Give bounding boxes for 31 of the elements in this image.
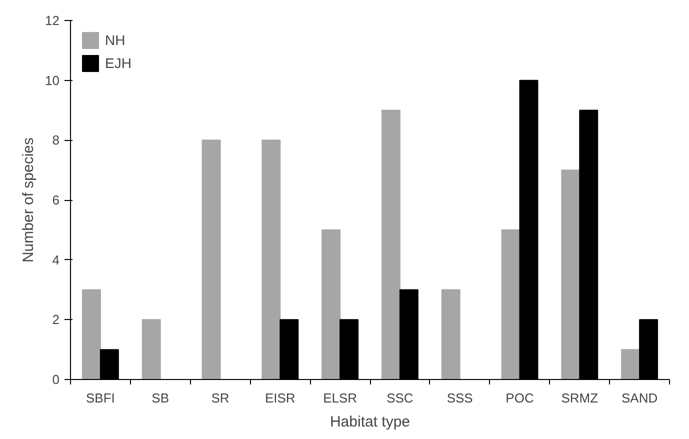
x-tick-label: SSC — [386, 390, 414, 406]
y-tick-label: 0 — [52, 372, 60, 387]
bar — [82, 289, 101, 380]
y-tick-label: 10 — [45, 72, 60, 88]
bar — [561, 170, 580, 380]
x-tick-label: EISR — [264, 390, 296, 406]
y-tick-label: 4 — [52, 252, 60, 268]
legend-label: NH — [105, 32, 126, 48]
y-axis-title: Number of species — [20, 137, 38, 263]
x-tick-label: SRMZ — [561, 390, 598, 406]
bar — [381, 110, 400, 380]
x-tick-label: SR — [211, 390, 230, 406]
bar — [441, 289, 460, 380]
x-tick-label: SSS — [446, 390, 474, 406]
bar — [621, 349, 640, 380]
x-tick-label: ELSR — [323, 390, 358, 406]
x-axis-title: Habitat type — [330, 414, 410, 430]
bar — [142, 319, 161, 380]
bar — [202, 140, 221, 380]
bar — [322, 229, 341, 380]
x-tick-label: SB — [152, 390, 170, 406]
x-tick-label: SAND — [621, 390, 658, 406]
y-tick-label: 8 — [52, 132, 60, 148]
y-tick-label: 6 — [52, 192, 60, 208]
bar — [262, 140, 281, 380]
legend-label: EJH — [105, 55, 132, 71]
bar — [501, 229, 520, 380]
y-tick-label: 12 — [45, 13, 60, 28]
x-tick-label: POC — [506, 390, 534, 406]
x-tick-label: SBFI — [86, 390, 115, 406]
y-tick-label: 2 — [52, 312, 60, 328]
